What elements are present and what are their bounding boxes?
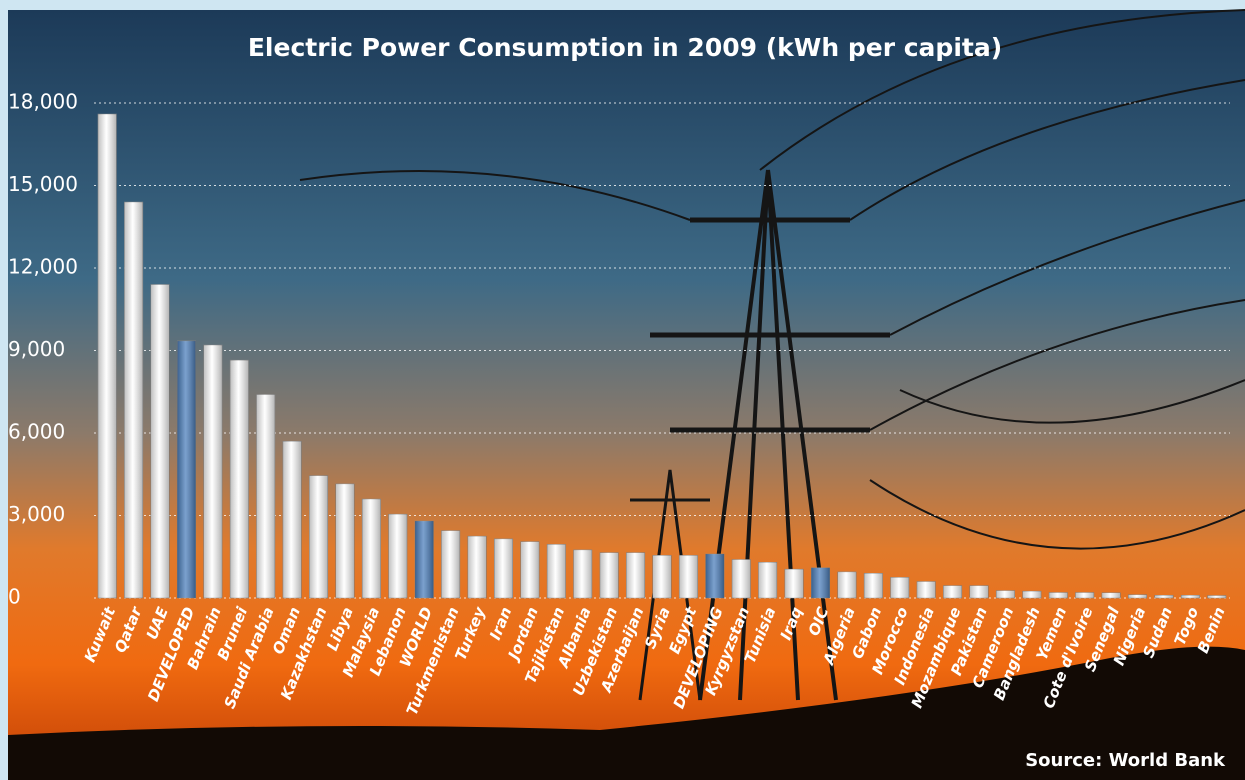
- bar: [441, 530, 461, 599]
- bar: [626, 552, 646, 599]
- bar: [1048, 592, 1068, 599]
- bar: [256, 394, 276, 599]
- bar: [652, 555, 672, 599]
- bar: [493, 538, 513, 599]
- y-tick-label: 6,000: [8, 420, 65, 444]
- bar: [1075, 592, 1095, 599]
- bar: [335, 483, 355, 599]
- bar: [784, 568, 804, 599]
- y-tick-label: 3,000: [8, 502, 65, 526]
- bar: [731, 559, 751, 599]
- bar: [1128, 594, 1148, 599]
- ground: [8, 646, 1245, 780]
- bar: [811, 567, 831, 599]
- bar: [599, 552, 619, 599]
- bar: [969, 585, 989, 599]
- y-tick-label: 9,000: [8, 337, 65, 361]
- bar: [837, 571, 857, 599]
- bar: [1180, 595, 1200, 599]
- bar: [467, 535, 487, 599]
- bar: [758, 562, 778, 599]
- y-tick-label: 0: [8, 585, 21, 609]
- y-tick-label: 12,000: [8, 255, 78, 279]
- pylons: [299, 9, 1245, 701]
- chart-title: Electric Power Consumption in 2009 (kWh …: [248, 33, 1002, 62]
- bar: [1101, 592, 1121, 599]
- bar: [573, 549, 593, 599]
- bar: [546, 544, 566, 599]
- bar: [361, 498, 381, 599]
- bar: [863, 573, 883, 599]
- bar: [916, 581, 936, 599]
- bar: [203, 344, 223, 599]
- bar: [97, 113, 117, 599]
- bar: [943, 585, 963, 599]
- bar: [414, 520, 434, 599]
- bar: [176, 340, 196, 599]
- bar: [124, 201, 144, 599]
- y-tick-label: 15,000: [8, 172, 78, 196]
- source: Source: World Bank: [1025, 750, 1226, 771]
- bar: [309, 475, 329, 599]
- bar: [282, 441, 302, 599]
- bar: [678, 555, 698, 599]
- bar: [388, 513, 408, 599]
- bar: [520, 541, 540, 599]
- bar: [705, 553, 725, 599]
- bar: [890, 577, 910, 599]
- bar: [1022, 590, 1042, 599]
- bar: [150, 284, 170, 599]
- bar: [1207, 595, 1227, 599]
- bar: [229, 359, 249, 599]
- bar: [995, 590, 1015, 599]
- bar: [1154, 595, 1174, 599]
- y-tick-label: 18,000: [8, 90, 78, 114]
